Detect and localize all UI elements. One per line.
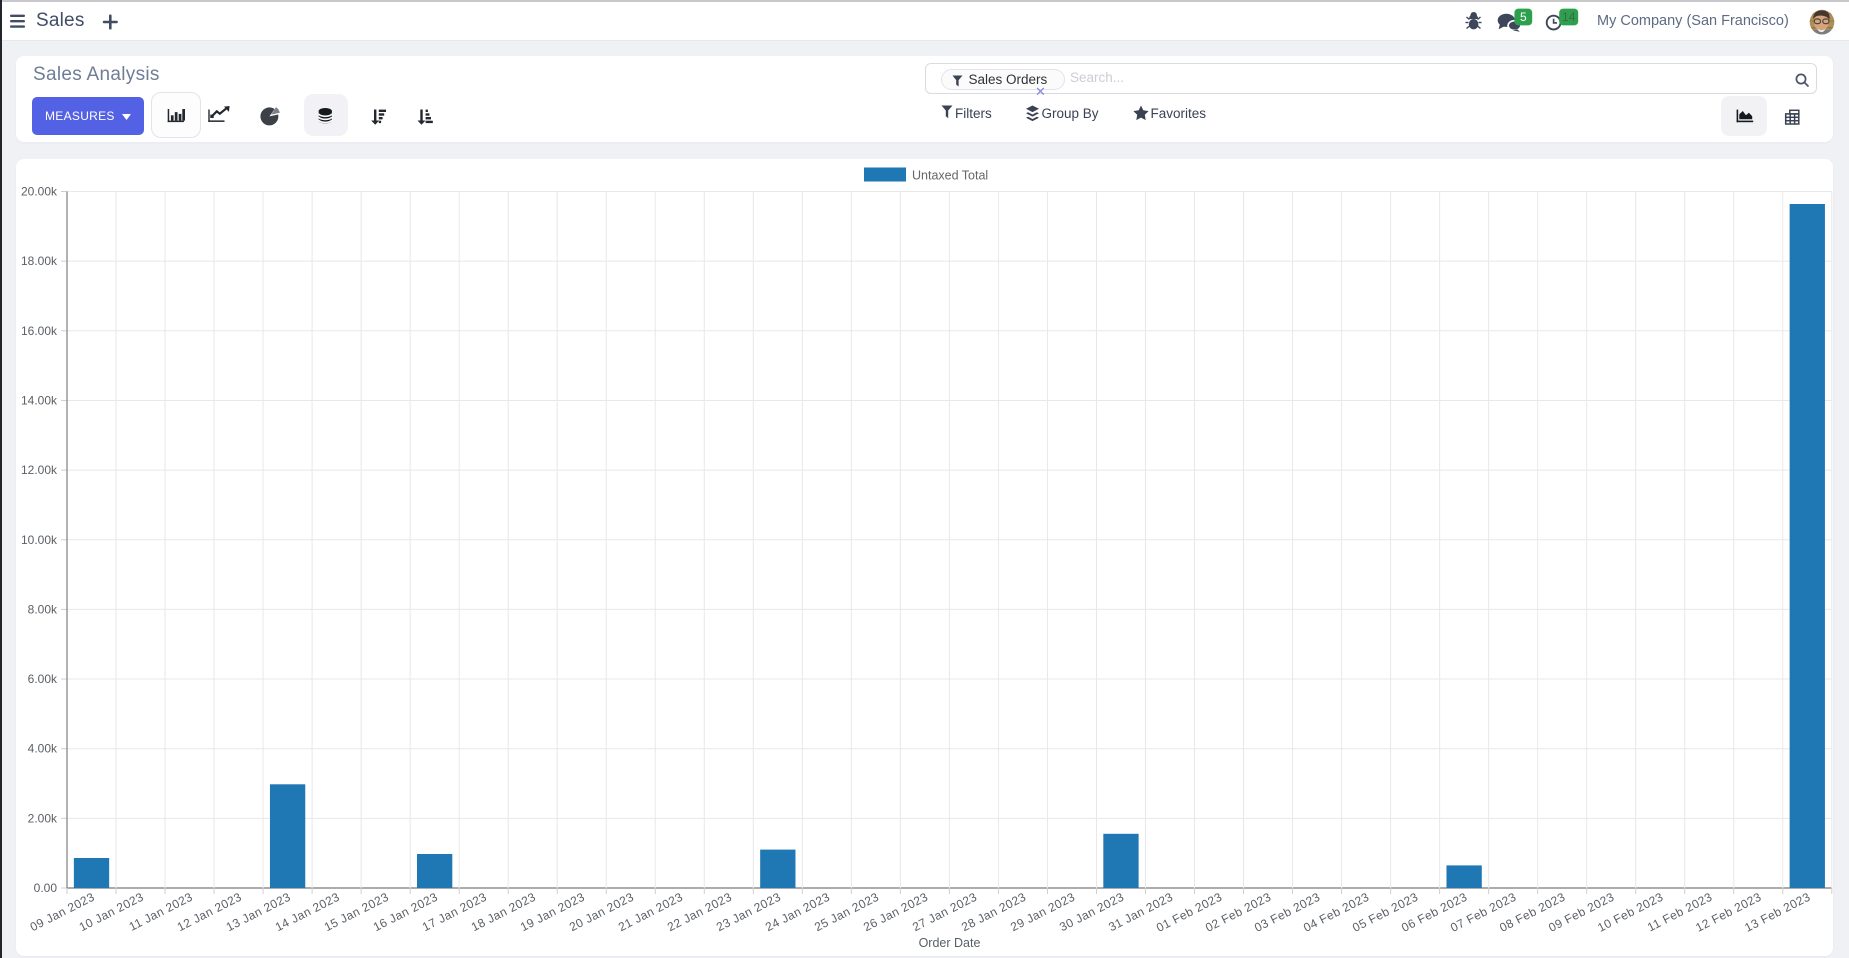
- svg-text:12.00k: 12.00k: [21, 463, 58, 477]
- svg-text:10.00k: 10.00k: [21, 533, 58, 547]
- svg-text:18.00k: 18.00k: [21, 254, 58, 268]
- svg-text:8.00k: 8.00k: [28, 602, 58, 616]
- svg-text:4.00k: 4.00k: [28, 742, 58, 756]
- svg-text:2.00k: 2.00k: [28, 811, 58, 825]
- svg-text:5: 5: [1520, 10, 1527, 24]
- svg-text:14: 14: [1562, 10, 1576, 24]
- svg-text:14.00k: 14.00k: [21, 393, 58, 407]
- svg-text:20.00k: 20.00k: [21, 185, 58, 199]
- svg-text:6.00k: 6.00k: [28, 672, 58, 686]
- svg-text:0.00: 0.00: [34, 881, 58, 895]
- svg-text:16.00k: 16.00k: [21, 324, 58, 338]
- svg-text:Order Date: Order Date: [919, 936, 981, 950]
- svg-text:Untaxed Total: Untaxed Total: [912, 169, 988, 183]
